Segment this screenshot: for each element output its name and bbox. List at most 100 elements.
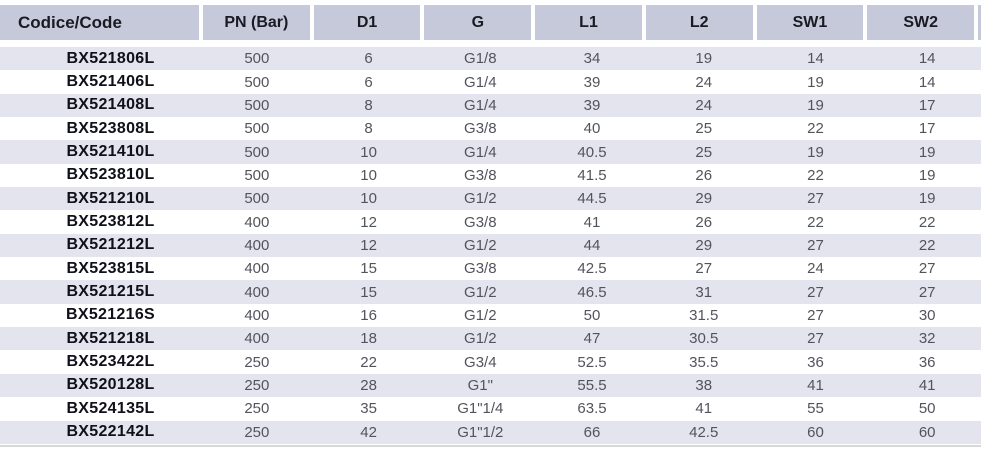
cell-d1: 6 [364, 73, 373, 91]
cell-g: G1/2 [464, 190, 497, 208]
table-row: BX521406L 500 6 G1/4 39 24 19 14 [0, 70, 981, 93]
cell-code: BX523810L [66, 166, 155, 184]
cell-sw2: 36 [918, 353, 936, 371]
cell-d1: 10 [360, 190, 377, 208]
cell-g: G1"1/4 [457, 400, 504, 418]
cell-code: BX523808L [66, 119, 155, 137]
header-cell-g: G [424, 5, 532, 40]
table-body: BX521806L 500 6 G1/8 34 19 14 14 BX521406L 500 6 G1… [0, 47, 981, 444]
cell-code: BX522142L [66, 423, 155, 441]
cell-pn-bar: 500 [244, 120, 270, 138]
cell-l1: 34 [583, 50, 601, 68]
cell-l1: 41.5 [577, 166, 607, 184]
cell-l2: 31.5 [689, 306, 719, 324]
data-table: Codice/Code PN (Bar) D1 G L1 L2 SW1 SW2 BX52180… [0, 5, 981, 447]
cell-sw2: 27 [918, 260, 936, 278]
cell-sw1: 55 [807, 400, 824, 418]
header-cell-l1: L1 [535, 5, 642, 40]
table-row: BX521210L 500 10 G1/2 44.5 29 27 19 [0, 187, 981, 211]
cell-g: G1/2 [464, 330, 497, 348]
header-cell-pn-bar: PN (Bar) [203, 5, 310, 40]
cell-code: BX521806L [66, 49, 155, 67]
header-cell-l2: L2 [645, 5, 753, 40]
cell-sw2: 17 [918, 96, 936, 114]
cell-d1: 8 [364, 120, 373, 138]
cell-code: BX521408L [66, 96, 155, 114]
cell-l1: 46.5 [577, 283, 607, 301]
table-row: BX521215L 400 15 G1/2 46.5 31 27 27 [0, 280, 981, 304]
cell-pn-bar: 500 [244, 190, 270, 208]
table-row: BX521410L 500 10 G1/4 40.5 25 19 19 [0, 140, 981, 164]
cell-sw1: 27 [807, 330, 824, 348]
cell-sw1: 27 [807, 283, 824, 301]
table-row: BX524135L 250 35 G1"1/4 63.5 41 55 50 [0, 397, 981, 420]
table-row: BX523815L 400 15 G3/8 42.5 27 24 27 [0, 257, 981, 280]
cell-l2: 29 [695, 236, 713, 254]
table-bottom-rule [0, 444, 981, 447]
cell-pn-bar: 400 [244, 306, 270, 324]
cell-l2: 42.5 [689, 423, 719, 441]
cell-l1: 39 [583, 96, 601, 114]
table-row: BX521806L 500 6 G1/8 34 19 14 14 [0, 47, 981, 71]
cell-d1: 18 [360, 330, 377, 348]
cell-l2: 35.5 [689, 353, 719, 371]
cell-d1: 12 [360, 236, 377, 254]
cell-sw1: 22 [807, 120, 824, 138]
table-row: BX523808L 500 8 G3/8 40 25 22 17 [0, 117, 981, 140]
cell-d1: 15 [360, 283, 377, 301]
cell-code: BX521210L [66, 189, 155, 207]
cell-d1: 42 [360, 423, 377, 441]
cell-d1: 10 [360, 143, 377, 161]
cell-l2: 24 [695, 96, 713, 114]
cell-sw2: 60 [918, 423, 936, 441]
table-row: BX523812L 400 12 G3/8 41 26 22 22 [0, 210, 981, 233]
cell-l2: 29 [695, 190, 713, 208]
cell-pn-bar: 400 [244, 213, 270, 231]
cell-l2: 31 [695, 283, 713, 301]
cell-pn-bar: 250 [244, 423, 270, 441]
cell-g: G1"1/2 [457, 423, 504, 441]
cell-code: BX521212L [66, 236, 155, 254]
cell-d1: 15 [360, 260, 377, 278]
cell-sw1: 19 [807, 73, 824, 91]
cell-sw2: 50 [918, 400, 936, 418]
cell-g: G3/8 [464, 260, 497, 278]
cell-code: BX523815L [66, 259, 155, 277]
cell-sw1: 19 [807, 96, 824, 114]
cell-pn-bar: 250 [244, 400, 270, 418]
cell-l1: 42.5 [577, 260, 607, 278]
cell-pn-bar: 400 [244, 330, 270, 348]
cell-sw2: 19 [918, 190, 936, 208]
header-cell-d1: D1 [313, 5, 421, 40]
cell-pn-bar: 500 [244, 166, 270, 184]
table-row: BX521408L 500 8 G1/4 39 24 19 17 [0, 93, 981, 118]
cell-l1: 66 [583, 423, 601, 441]
table-row: BX522142L 250 42 G1"1/2 66 42.5 60 60 [0, 420, 981, 444]
cell-g: G3/8 [464, 166, 497, 184]
cell-code: BX521406L [66, 73, 155, 91]
cell-sw1: 27 [807, 306, 824, 324]
table-row: BX521212L 400 12 G1/2 44 29 27 22 [0, 233, 981, 258]
header-cell-sw2: SW2 [867, 5, 975, 40]
cell-l1: 40.5 [577, 143, 607, 161]
cell-g: G1" [467, 376, 493, 394]
cell-l1: 63.5 [577, 400, 607, 418]
cell-sw2: 17 [918, 120, 936, 138]
cell-g: G1/4 [464, 143, 497, 161]
cell-code: BX523812L [66, 213, 155, 231]
table-row: BX523810L 500 10 G3/8 41.5 26 22 19 [0, 164, 981, 187]
cell-pn-bar: 250 [244, 353, 270, 371]
table-header-row: Codice/Code PN (Bar) D1 G L1 L2 SW1 SW2 [0, 5, 981, 40]
cell-sw1: 27 [807, 190, 824, 208]
cell-sw2: 27 [918, 283, 936, 301]
cell-sw2: 41 [918, 376, 936, 394]
cell-g: G1/4 [464, 73, 497, 91]
cell-sw1: 60 [807, 423, 824, 441]
cell-l2: 25 [695, 143, 713, 161]
cell-d1: 35 [360, 400, 377, 418]
cell-l1: 44.5 [577, 190, 607, 208]
cell-l2: 26 [695, 213, 713, 231]
cell-l2: 38 [695, 376, 713, 394]
cell-sw2: 14 [918, 50, 936, 68]
cell-sw1: 36 [807, 353, 824, 371]
